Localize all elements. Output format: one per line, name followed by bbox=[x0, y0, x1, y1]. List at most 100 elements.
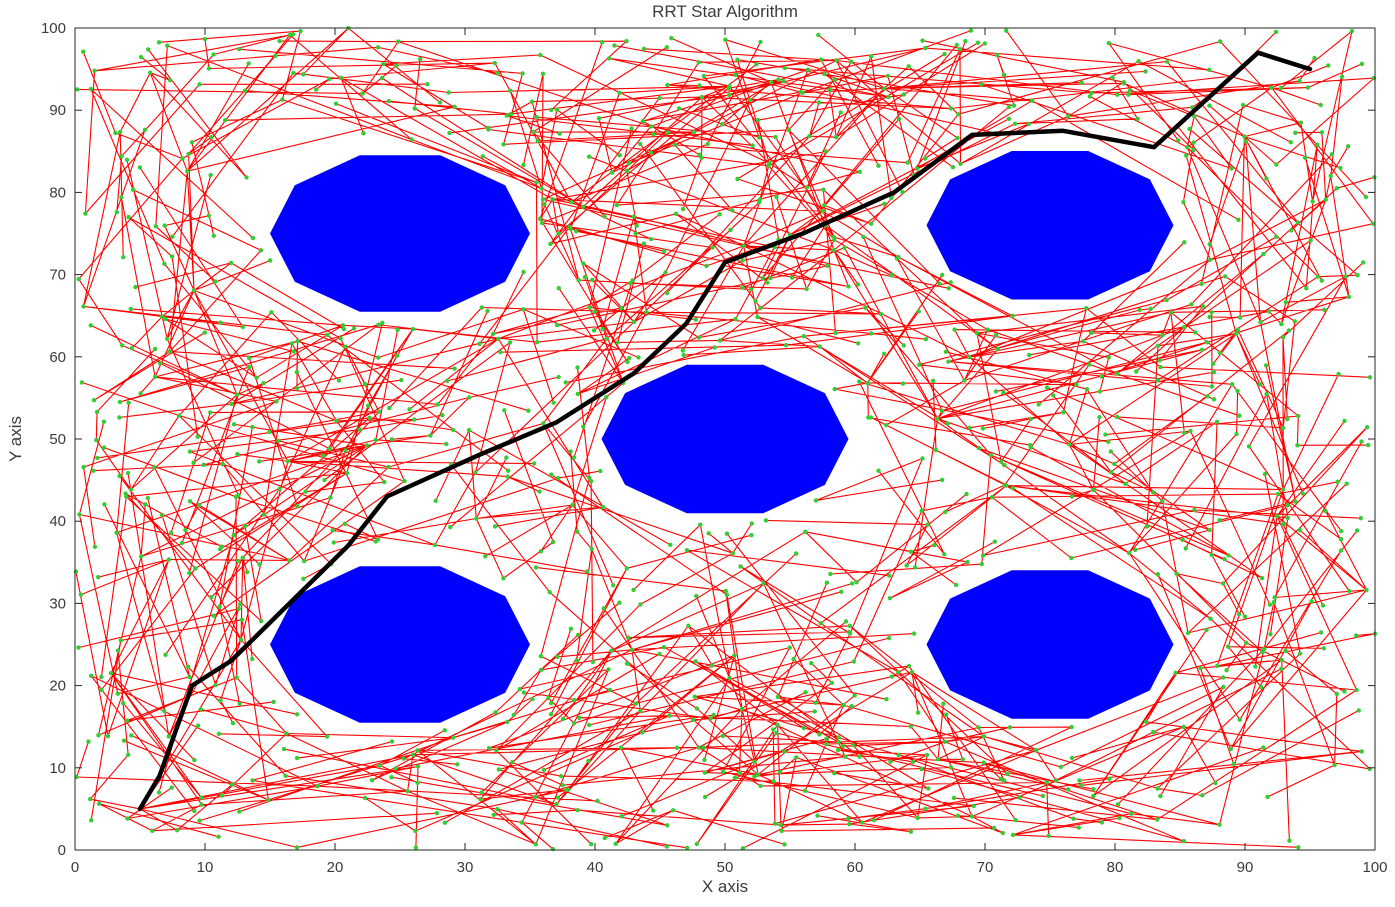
tree-node bbox=[302, 558, 307, 564]
tree-node bbox=[926, 786, 931, 791]
tree-node bbox=[507, 340, 513, 345]
tree-node bbox=[124, 718, 130, 723]
tree-node bbox=[369, 778, 375, 783]
tree-node bbox=[935, 416, 940, 421]
tree-node bbox=[413, 828, 418, 834]
x-tick-label: 30 bbox=[457, 859, 474, 876]
tree-node bbox=[690, 717, 696, 722]
tree-node bbox=[572, 697, 577, 703]
tree-node bbox=[568, 626, 574, 631]
tree-node bbox=[955, 813, 961, 818]
tree-node bbox=[444, 441, 449, 447]
tree-node bbox=[162, 223, 167, 228]
tree-node bbox=[246, 364, 252, 370]
tree-node bbox=[728, 227, 733, 233]
tree-node bbox=[338, 75, 344, 81]
tree-node bbox=[235, 451, 240, 457]
tree-node bbox=[150, 828, 155, 833]
tree-node bbox=[478, 796, 483, 802]
tree-node bbox=[1349, 28, 1355, 34]
tree-node bbox=[195, 434, 200, 439]
tree-node bbox=[1320, 603, 1326, 608]
tree-node bbox=[554, 107, 560, 112]
tree-node bbox=[124, 157, 130, 162]
tree-node bbox=[261, 512, 267, 517]
tree-node bbox=[382, 479, 387, 485]
tree-node bbox=[550, 197, 555, 202]
tree-node bbox=[376, 322, 381, 327]
tree-node bbox=[1318, 102, 1323, 108]
tree-node bbox=[615, 340, 620, 345]
tree-node bbox=[820, 209, 825, 214]
tree-node bbox=[1089, 90, 1094, 96]
tree-node bbox=[230, 720, 236, 726]
tree-nodes bbox=[73, 26, 1378, 852]
tree-node bbox=[835, 747, 841, 753]
tree-node bbox=[993, 389, 999, 394]
tree-node bbox=[413, 845, 419, 850]
tree-node bbox=[825, 263, 830, 268]
tree-node bbox=[145, 495, 150, 501]
tree-node bbox=[250, 424, 255, 430]
tree-node bbox=[850, 742, 856, 748]
tree-node bbox=[832, 237, 837, 242]
tree-node bbox=[324, 332, 330, 338]
tree-node bbox=[571, 721, 577, 726]
tree-node bbox=[1207, 103, 1212, 108]
tree-node bbox=[1204, 340, 1209, 345]
tree-node bbox=[1243, 139, 1249, 144]
tree-node bbox=[724, 592, 730, 597]
tree-node bbox=[753, 298, 758, 304]
tree-node bbox=[760, 275, 765, 281]
tree-node bbox=[740, 258, 745, 263]
tree-node bbox=[778, 822, 784, 828]
tree-node bbox=[1182, 240, 1187, 245]
tree-node bbox=[547, 590, 552, 595]
tree-node bbox=[994, 52, 1000, 58]
tree-node bbox=[569, 200, 574, 205]
tree-node bbox=[123, 491, 128, 496]
tree-node bbox=[162, 708, 167, 714]
tree-node bbox=[1220, 581, 1226, 586]
tree-node bbox=[854, 580, 859, 585]
tree-node bbox=[276, 438, 281, 443]
tree-node bbox=[541, 767, 547, 773]
tree-node bbox=[590, 659, 596, 665]
y-tick-label: 10 bbox=[49, 760, 66, 777]
tree-node bbox=[1265, 794, 1270, 800]
tree-node bbox=[1321, 646, 1327, 651]
tree-node bbox=[1372, 175, 1377, 180]
tree-node bbox=[95, 455, 100, 461]
tree-node bbox=[920, 456, 925, 461]
tree-node bbox=[614, 202, 620, 208]
tree-node bbox=[661, 645, 667, 650]
tree-node bbox=[198, 707, 203, 712]
tree-node bbox=[648, 150, 654, 155]
tree-node bbox=[526, 408, 531, 413]
tree-node bbox=[801, 334, 806, 339]
tree-node bbox=[245, 569, 250, 575]
tree-node bbox=[1226, 644, 1231, 649]
tree-node bbox=[771, 727, 776, 732]
tree-node bbox=[434, 811, 440, 816]
tree-node bbox=[946, 359, 951, 364]
tree-node bbox=[801, 725, 807, 731]
tree-node bbox=[222, 118, 228, 123]
tree-node bbox=[705, 141, 710, 147]
tree-node bbox=[533, 842, 538, 847]
tree-node bbox=[1329, 152, 1335, 157]
tree-node bbox=[128, 487, 134, 492]
tree-node bbox=[362, 381, 368, 387]
tree-node bbox=[1310, 199, 1315, 204]
tree-node bbox=[704, 263, 709, 269]
tree-node bbox=[331, 540, 336, 545]
tree-node bbox=[1026, 121, 1031, 127]
tree-node bbox=[581, 261, 586, 266]
tree-node bbox=[94, 437, 99, 443]
tree-node bbox=[944, 712, 949, 717]
tree-node bbox=[556, 374, 561, 380]
tree-node bbox=[976, 725, 981, 730]
tree-node bbox=[612, 43, 617, 48]
tree-node bbox=[604, 395, 609, 400]
tree-node bbox=[375, 45, 381, 50]
